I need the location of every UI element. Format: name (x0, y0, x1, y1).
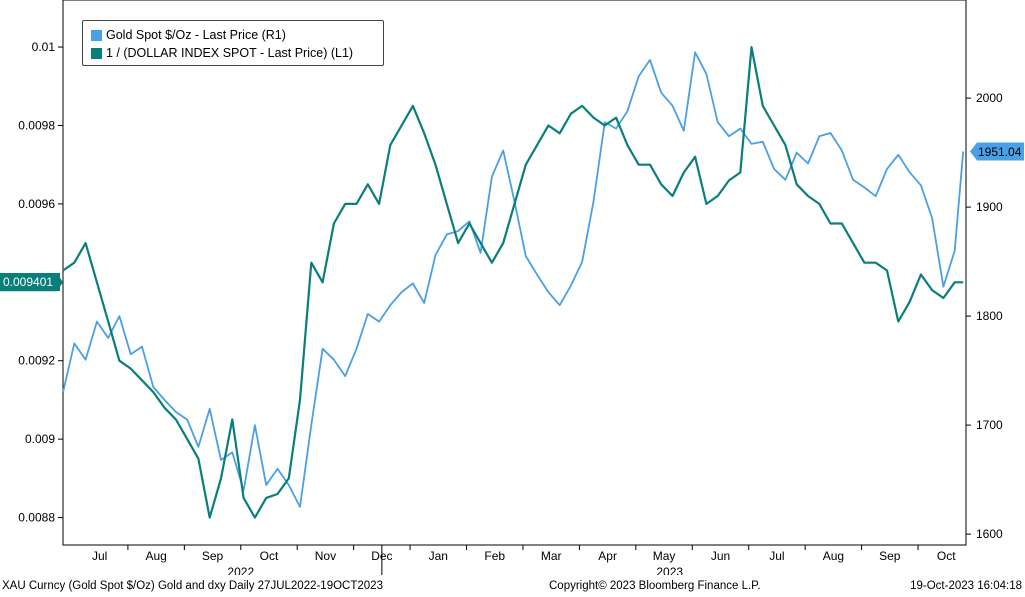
x-tick-label: Jul (92, 549, 107, 563)
x-tick-label: May (653, 549, 676, 563)
legend-label-dxy: 1 / (DOLLAR INDEX SPOT - Last Price) (L1… (106, 46, 354, 60)
right-tick-label: 1800 (976, 309, 1003, 323)
last-value-label-right: 1951.04 (978, 144, 1022, 159)
footer-timestamp: 19-Oct-2023 16:04:18 (910, 580, 1022, 592)
series-line-inverse-dxy (62, 46, 964, 519)
legend: Gold Spot $/Oz - Last Price (R1) 1 / (DO… (82, 20, 384, 66)
legend-item-gold: Gold Spot $/Oz - Last Price (R1) (91, 26, 383, 44)
footer-copyright: Copyright© 2023 Bloomberg Finance L.P. (549, 580, 761, 592)
footer-description: XAU Curncy (Gold Spot $/Oz) Gold and dxy… (2, 580, 383, 592)
legend-swatch-dxy (91, 47, 102, 59)
left-tick-label: 0.01 (32, 40, 56, 54)
left-tick-label: 0.0092 (18, 354, 55, 368)
x-tick-label: Sep (202, 549, 224, 563)
left-tick-label: 0.0096 (18, 197, 55, 211)
left-tick-label: 0.0098 (18, 118, 55, 132)
year-label: 2022 (227, 565, 254, 575)
x-tick-label: Oct (260, 549, 279, 563)
legend-swatch-gold (91, 29, 102, 41)
plot-area (62, 0, 967, 546)
x-tick-label: Apr (598, 549, 617, 563)
x-axis: Jul Aug Sep Oct Nov Dec Jan Feb Mar Apr May Jun Jul A… (92, 545, 956, 575)
x-tick-label: Jul (769, 549, 784, 563)
year-label: 2023 (656, 565, 683, 575)
x-tick-label: Oct (937, 549, 956, 563)
last-value-label-left: 0.009401 (0, 273, 60, 292)
x-tick-label: Mar (541, 549, 562, 563)
x-tick-label: Feb (484, 549, 505, 563)
last-value-marker-right (970, 142, 1024, 161)
right-tick-label: 1600 (976, 527, 1003, 541)
x-tick-label: Jun (711, 549, 730, 563)
x-tick-label: Nov (315, 549, 336, 563)
right-tick-label: 2000 (976, 91, 1003, 105)
legend-item-dxy: 1 / (DOLLAR INDEX SPOT - Last Price) (L1… (91, 44, 383, 62)
right-tick-label: 1900 (976, 200, 1003, 214)
right-axis: 1600 1700 1800 1900 2000 (966, 91, 1003, 541)
x-tick-label: Sep (879, 549, 901, 563)
x-tick-label: Aug (823, 549, 844, 563)
x-tick-label: Aug (145, 549, 166, 563)
chart-canvas: 0.00880.0090.00920.00940.00960.00980.01 … (0, 0, 1024, 575)
right-tick-label: 1700 (976, 418, 1003, 432)
legend-label-gold: Gold Spot $/Oz - Last Price (R1) (106, 28, 286, 42)
left-tick-label: 0.0088 (18, 511, 55, 525)
x-tick-label: Jan (429, 549, 448, 563)
left-tick-label: 0.009 (25, 432, 55, 446)
